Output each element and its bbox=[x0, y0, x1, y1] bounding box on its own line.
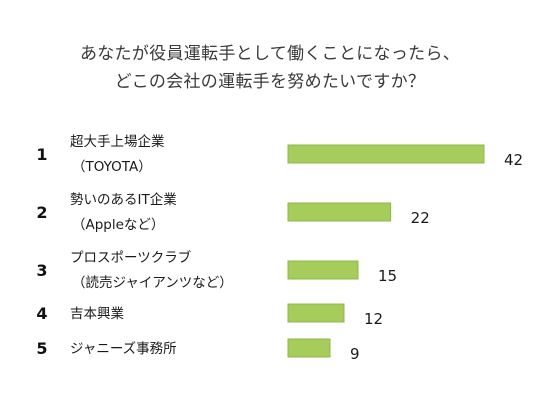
rank-number-2: 2 bbox=[36, 203, 47, 222]
value-label-4: 12 bbox=[364, 310, 383, 328]
bar-2 bbox=[287, 202, 392, 222]
category-label-3-line-1: プロスポーツクラブ bbox=[70, 249, 192, 266]
category-label-2-line-1: 勢いのあるIT企業 bbox=[70, 191, 177, 208]
value-label-2: 22 bbox=[411, 209, 430, 227]
chart-title-line-2: どこの会社の運転手を努めたいですか？ bbox=[114, 72, 426, 92]
bar-5 bbox=[287, 338, 331, 358]
category-label-4: 吉本興業 bbox=[70, 306, 124, 322]
bar-3 bbox=[287, 260, 359, 280]
category-label-5: ジャニーズ事務所 bbox=[70, 341, 177, 357]
category-label-2-line-2: （Appleなど） bbox=[72, 217, 164, 233]
category-label-3-line-2: （読売ジャイアンツなど） bbox=[72, 275, 233, 291]
value-label-1: 42 bbox=[504, 151, 523, 169]
rank-number-1: 1 bbox=[36, 145, 47, 164]
rank-number-5: 5 bbox=[36, 339, 47, 358]
category-label-1-line-1: 超大手上場企業 bbox=[70, 133, 165, 150]
rank-number-3: 3 bbox=[36, 261, 47, 280]
category-label-1-line-2: （TOYOTA） bbox=[72, 159, 152, 175]
value-label-5: 9 bbox=[350, 345, 360, 363]
chart-title-line-1: あなたが役員運転手として働くことになったら、 bbox=[79, 44, 461, 64]
bar-4 bbox=[287, 303, 345, 323]
value-label-3: 15 bbox=[378, 267, 397, 285]
bar-1 bbox=[287, 144, 485, 164]
rank-number-4: 4 bbox=[36, 304, 47, 323]
chart-title: あなたが役員運転手として働くことになったら、 どこの会社の運転手を努めたいですか… bbox=[0, 40, 540, 96]
